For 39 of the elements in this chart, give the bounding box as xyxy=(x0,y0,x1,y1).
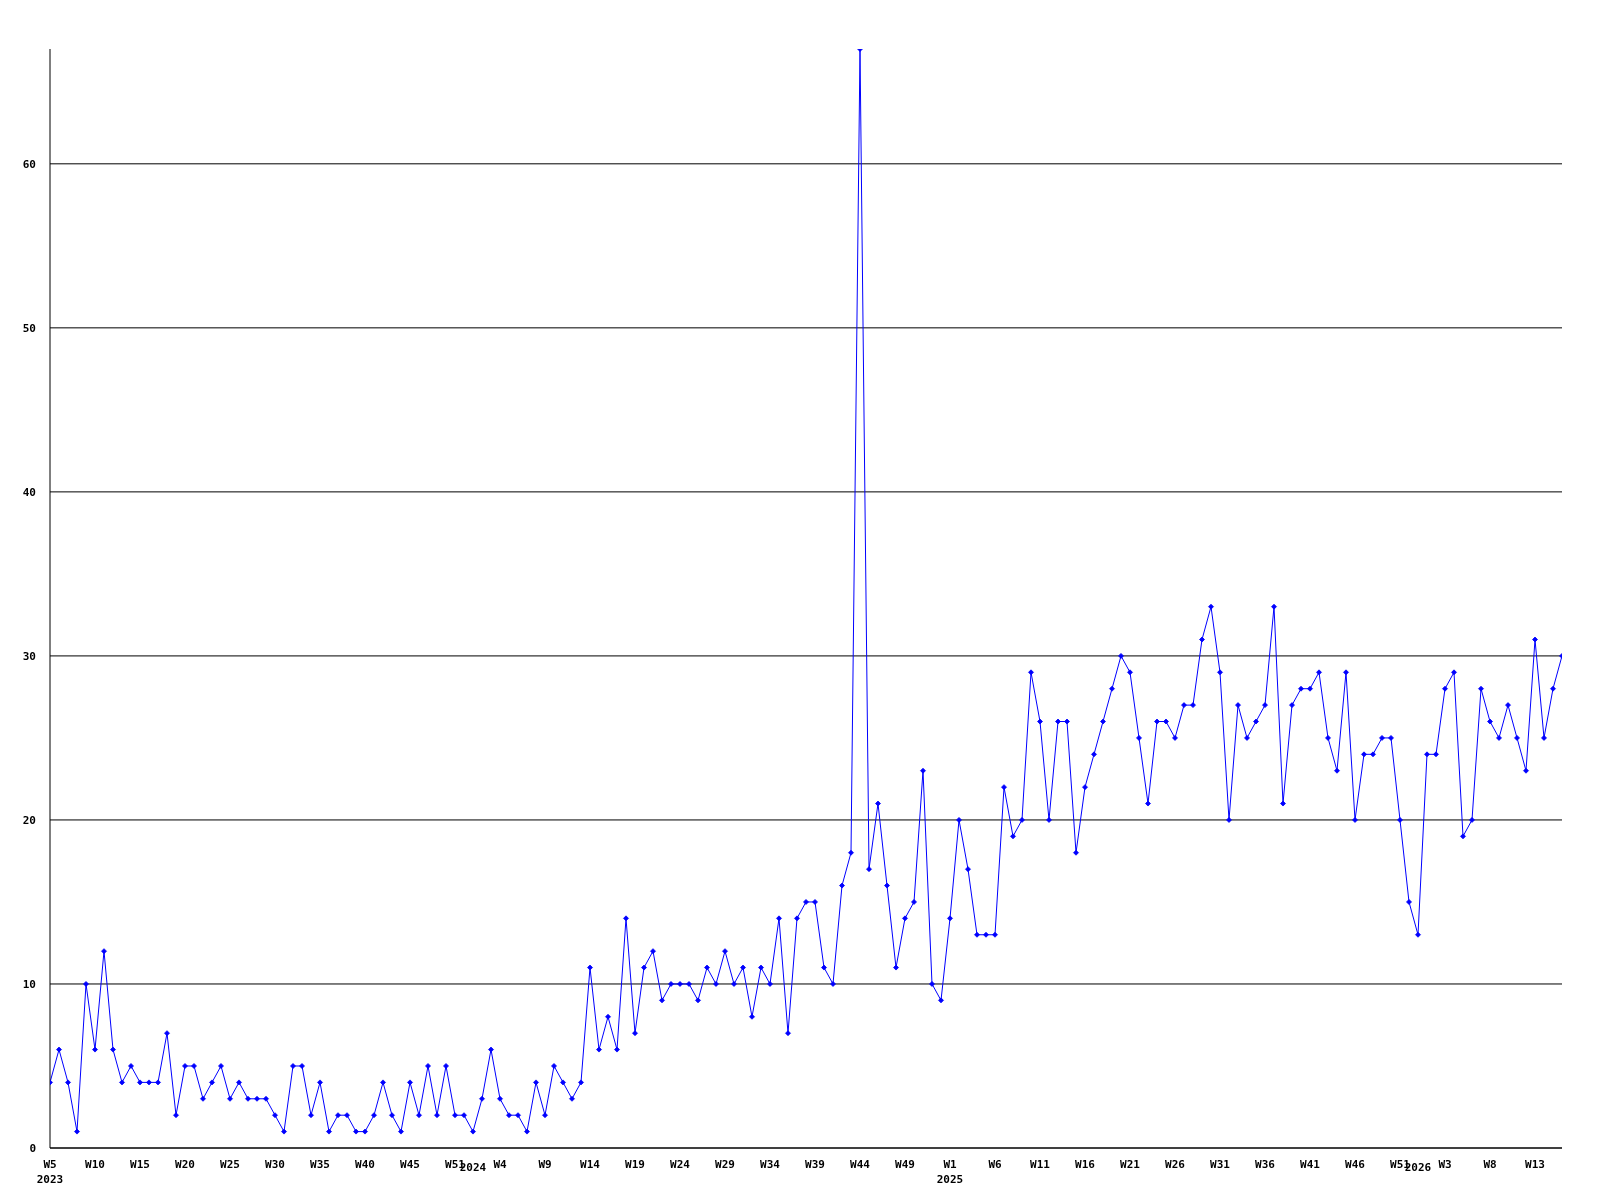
x-tick-label: W49 xyxy=(895,1158,915,1171)
x-tick-label: W1 2025 xyxy=(936,1158,964,1186)
x-tick-label: W41 xyxy=(1300,1158,1321,1171)
x-tick-label: W35 xyxy=(310,1158,330,1171)
x-tick-label: W26 xyxy=(1165,1158,1186,1171)
y-tick-label: 50 xyxy=(22,321,36,335)
x-tick-label: W29 xyxy=(715,1158,735,1171)
x-tick-label: W45 xyxy=(400,1158,420,1171)
x-tick-label: W15 xyxy=(130,1158,150,1171)
y-tick-label: 60 xyxy=(22,157,36,171)
x-tick-label: W24 xyxy=(670,1158,691,1171)
y-tick-label: 30 xyxy=(22,649,36,663)
x-tick-label: W6 xyxy=(988,1158,1002,1171)
x-tick-label: W9 xyxy=(538,1158,552,1171)
x-tick-label: W20 xyxy=(175,1158,195,1171)
x-tick-label: W25 xyxy=(220,1158,240,1171)
y-tick-label: 20 xyxy=(22,813,36,827)
x-tick-label: W16 xyxy=(1075,1158,1096,1171)
x-tick-label: W36 xyxy=(1255,1158,1276,1171)
x-tick-label: W4 xyxy=(493,1158,507,1171)
x-tick-label: W10 xyxy=(85,1158,105,1171)
x-tick-label: W39 xyxy=(805,1158,825,1171)
x-tick-label: W13 xyxy=(1525,1158,1545,1171)
x-tick-label: W14 xyxy=(580,1158,601,1171)
x-tick-label: W31 xyxy=(1210,1158,1231,1171)
x-tick-label: W19 xyxy=(625,1158,645,1171)
x-tick-label: W34 xyxy=(760,1158,781,1171)
x-tick-label: W46 xyxy=(1345,1158,1366,1171)
x-tick-label: W8 xyxy=(1483,1158,1497,1171)
y-tick-label: 40 xyxy=(22,485,36,499)
y-tick-label: 0 xyxy=(29,1141,36,1155)
x-tick-label: W44 xyxy=(850,1158,871,1171)
x-tick-label: W30 xyxy=(265,1158,285,1171)
x-tick-label: W11 xyxy=(1030,1158,1051,1171)
x-tick-label: W5 2023 xyxy=(36,1158,64,1186)
x-tick-label: W3 xyxy=(1438,1158,1452,1171)
x-tick-label: W40 xyxy=(355,1158,375,1171)
x-tick-label: W21 xyxy=(1120,1158,1141,1171)
y-tick-label: 10 xyxy=(22,977,36,991)
